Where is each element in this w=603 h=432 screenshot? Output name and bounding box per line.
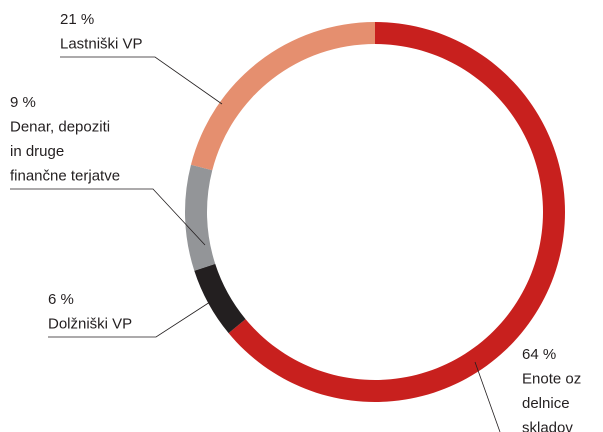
category-label: skladov bbox=[522, 419, 573, 432]
category-label: finančne terjatve bbox=[10, 167, 120, 184]
category-label: Enote oz bbox=[522, 370, 581, 387]
value-label: 9 % bbox=[10, 94, 36, 111]
leader-line bbox=[60, 56, 223, 105]
leader-line bbox=[10, 188, 206, 246]
category-label: Lastniški VP bbox=[60, 35, 143, 52]
category-label: Dolžniški VP bbox=[48, 315, 132, 332]
leader-line bbox=[474, 361, 501, 432]
value-label: 21 % bbox=[60, 11, 94, 28]
value-label: 64 % bbox=[522, 346, 556, 363]
category-label: in druge bbox=[10, 143, 64, 160]
donut-segment bbox=[228, 22, 565, 403]
donut-segment bbox=[190, 22, 375, 171]
value-label: 6 % bbox=[48, 291, 74, 308]
category-label: Denar, depoziti bbox=[10, 118, 110, 135]
donut-segment bbox=[194, 263, 246, 334]
leader-line bbox=[48, 301, 211, 338]
donut-segment bbox=[185, 164, 216, 271]
category-label: delnice bbox=[522, 395, 570, 412]
